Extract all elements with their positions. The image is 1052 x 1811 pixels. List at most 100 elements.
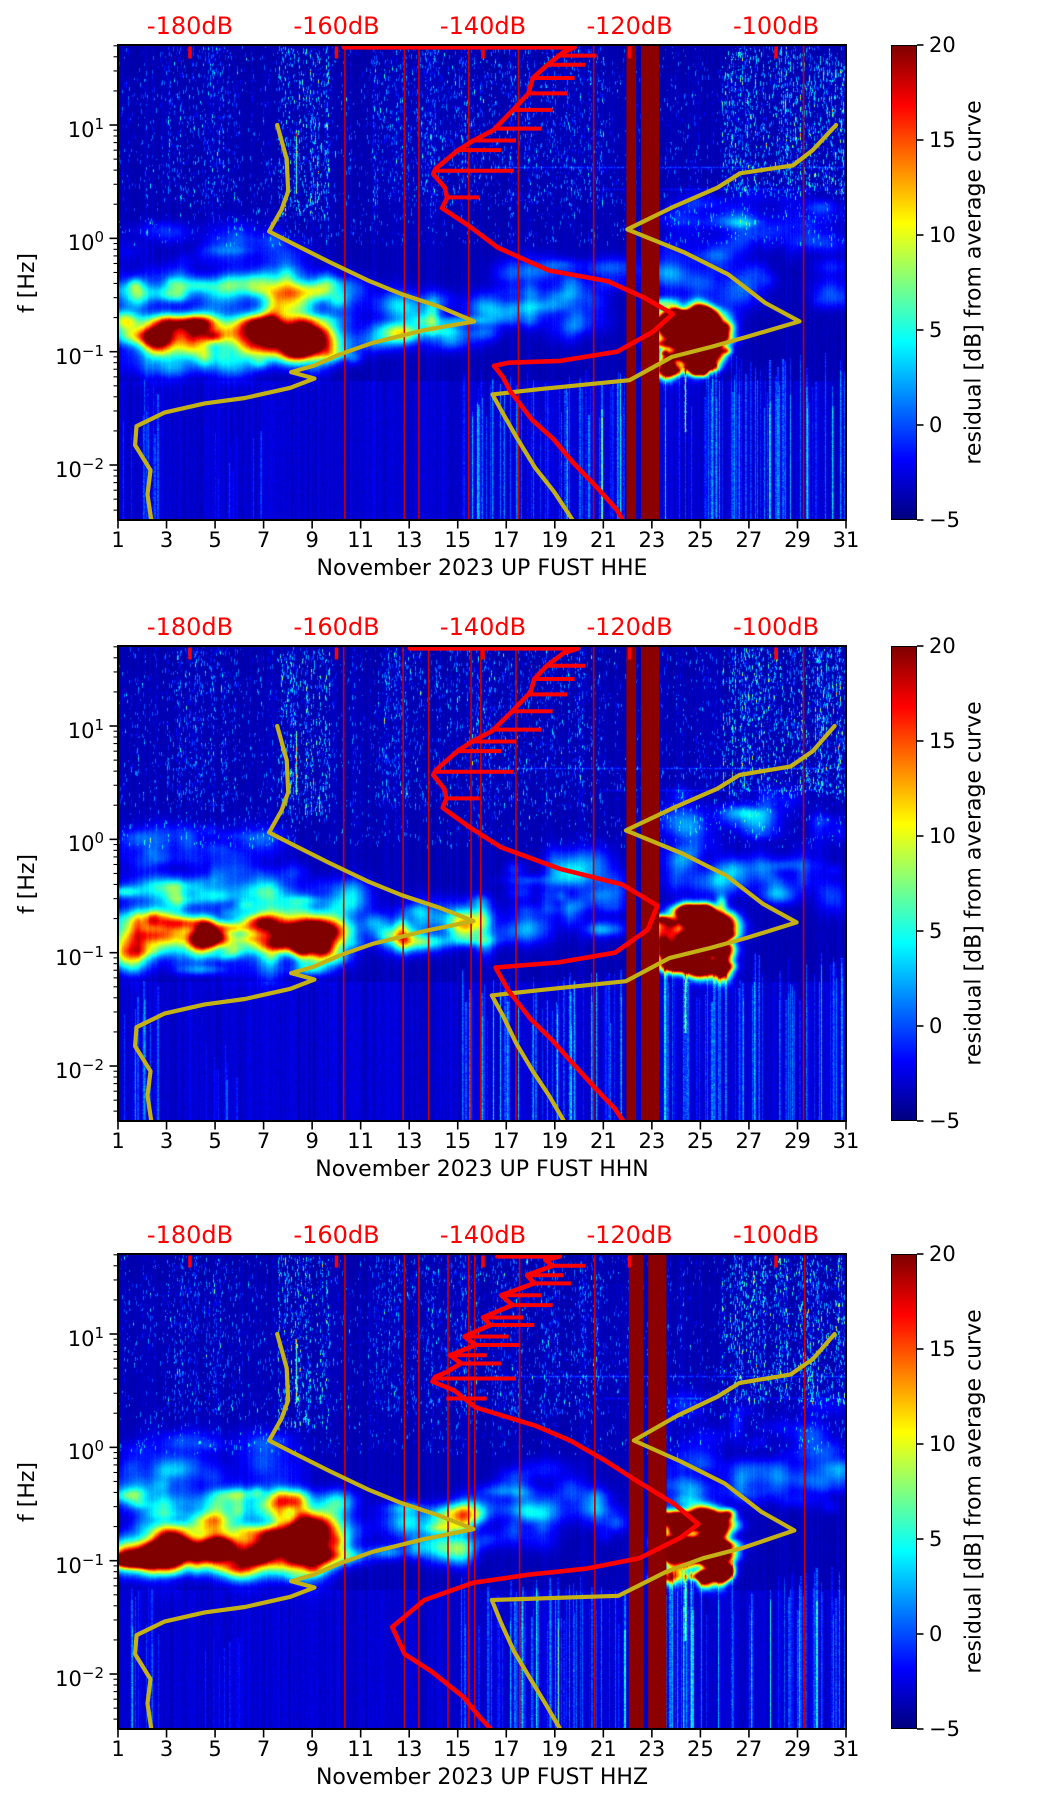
x-tick-label: 1 [111,528,125,552]
y-tick-label: 10−1 [26,339,104,370]
top-axis-label: -120dB [586,613,673,641]
x-tick-label: 9 [305,1129,319,1153]
colorbar-tick-label: 10 [929,823,956,848]
colorbar-label: residual [dB] from average curve [961,1309,987,1674]
y-tick-exponent: −1 [81,1550,104,1569]
x-tick-label: 13 [395,1129,423,1153]
x-tick-label: 3 [159,1737,174,1761]
y-tick-mantissa: 10 [67,118,95,143]
y-tick-exponent: −1 [81,341,104,360]
panel-hhz: -180dB -160dB -140dB -120dB -100dB 101 100 10−1… [0,1209,1052,1811]
colorbar-tick-label: 0 [929,412,943,437]
colorbar-tick-label: 0 [929,1013,943,1038]
y-tick-mantissa: 10 [55,458,82,483]
x-tick-label: 3 [159,528,174,552]
x-tick-label: 13 [395,528,423,552]
x-tick-label: 21 [589,1737,617,1761]
y-tick-label: 101 [26,112,104,143]
top-axis-label: -160dB [293,613,380,641]
x-tick-label: 15 [444,528,472,552]
colorbar [891,1254,917,1729]
y-tick-mantissa: 10 [55,1553,82,1578]
top-axis-label: -180dB [146,613,234,641]
top-axis-label: -180dB [146,1221,234,1249]
y-tick-exponent: 0 [94,228,104,247]
y-tick-mantissa: 10 [67,231,95,256]
top-axis-label: -180dB [146,12,234,40]
x-tick-label: 9 [305,1737,319,1761]
x-tick-label: 21 [589,1129,617,1153]
colorbar-tick-label: 20 [929,32,956,57]
y-tick-mantissa: 10 [55,1059,82,1084]
x-tick-label: 5 [208,1129,222,1153]
colorbar-label: residual [dB] from average curve [961,701,987,1066]
colorbar-tick-label: 5 [929,317,943,342]
x-tick-label: 11 [347,528,375,552]
x-tick-label: 25 [687,1129,714,1153]
x-tick-label: 13 [395,1737,423,1761]
colorbar-tick-label: −5 [929,507,960,532]
x-tick-label: 17 [492,1737,520,1761]
spectrogram-canvas-hhe [118,45,846,520]
y-tick-label: 100 [26,1434,104,1465]
top-axis-label: -100dB [732,12,820,40]
x-tick-label: 15 [444,1129,472,1153]
x-tick-label: 29 [784,1737,811,1761]
x-tick-label: 27 [735,528,763,552]
y-tick-label: 10−2 [26,1053,104,1084]
y-tick-label: 10−1 [26,1548,104,1579]
x-tick-label: 27 [735,1737,763,1761]
top-axis-label: -160dB [293,1221,380,1249]
x-tick-label: 17 [492,1129,520,1153]
top-axis-label: -140dB [439,12,527,40]
x-tick-label: 1 [111,1129,125,1153]
x-tick-label: 19 [541,1129,569,1153]
x-tick-label: 31 [832,1129,860,1153]
x-tick-label: 1 [111,1737,125,1761]
colorbar-tick-label: −5 [929,1716,960,1741]
y-tick-exponent: −2 [81,1056,104,1075]
x-tick-label: 11 [347,1129,375,1153]
colorbar-tick-label: 15 [929,127,956,152]
x-tick-label: 9 [305,528,319,552]
y-axis-label: f [Hz] [15,1461,40,1522]
x-tick-label: 19 [541,1737,569,1761]
x-tick-label: 23 [638,1737,666,1761]
x-tick-label: 27 [735,1129,763,1153]
spectrogram-canvas-hhn [118,646,846,1121]
spectrogram-canvas-hhz [118,1254,846,1729]
x-axis-label: November 2023 UP FUST HHZ [315,1765,649,1790]
colorbar [891,45,917,520]
top-axis-label: -140dB [439,1221,527,1249]
top-axis-label: -140dB [439,613,527,641]
top-axis-label: -100dB [732,1221,820,1249]
y-tick-exponent: 1 [94,115,104,134]
x-tick-label: 7 [256,528,271,552]
x-tick-label: 19 [541,528,569,552]
x-tick-label: 5 [208,528,222,552]
colorbar-tick-label: −5 [929,1108,960,1133]
x-tick-label: 15 [444,1737,472,1761]
panel-hhn: -180dB -160dB -140dB -120dB -100dB 101 100 10−1… [0,601,1052,1203]
colorbar-tick-label: 10 [929,222,956,247]
y-tick-label: 10−1 [26,940,104,971]
colorbar [891,646,917,1121]
top-axis-label: -160dB [293,12,380,40]
y-tick-mantissa: 10 [67,1440,95,1465]
y-tick-exponent: 0 [94,1437,104,1456]
colorbar-tick-label: 10 [929,1431,956,1456]
x-tick-label: 11 [347,1737,375,1761]
x-tick-label: 5 [208,1737,222,1761]
x-tick-label: 23 [638,528,666,552]
y-tick-label: 100 [26,826,104,857]
y-tick-label: 101 [26,713,104,744]
y-tick-mantissa: 10 [67,719,95,744]
x-tick-label: 3 [159,1129,174,1153]
y-axis-label: f [Hz] [15,853,40,914]
y-tick-exponent: −2 [81,1664,104,1683]
colorbar-tick-label: 5 [929,1526,943,1551]
colorbar-tick-label: 5 [929,918,943,943]
y-tick-exponent: −1 [81,942,104,961]
y-tick-exponent: 0 [94,829,104,848]
